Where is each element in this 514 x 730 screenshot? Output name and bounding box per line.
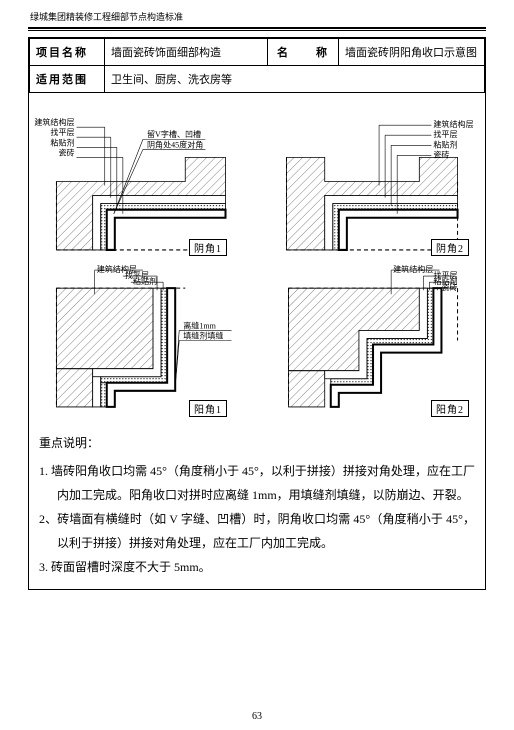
cell-name-label: 名 称 xyxy=(268,39,339,66)
table-row: 项目名称 墙面瓷砖饰面细部构造 名 称 墙面瓷砖阴阳角收口示意图 xyxy=(30,39,485,66)
svg-text:建筑结构层: 建筑结构层 xyxy=(433,119,473,129)
cell-name-value: 墙面瓷砖阴阳角收口示意图 xyxy=(339,39,485,66)
svg-text:离缝1mm: 离缝1mm xyxy=(183,320,216,330)
svg-text:粘贴剂: 粘贴剂 xyxy=(133,276,157,286)
svg-text:瓷砖: 瓷砖 xyxy=(58,147,74,157)
cell-scope-value: 卫生间、厨房、洗衣房等 xyxy=(105,66,485,93)
doc-header: 绿城集团精装修工程细部节点构造标准 xyxy=(0,0,514,25)
fig-yin2: 建筑结构层 找平层 粘贴剂 瓷砖 阴角2 xyxy=(257,99,481,260)
fig-yang1: 建筑结构层 找平层 粘贴剂 离缝1mm 填缝剂填缝 阳角1 xyxy=(33,260,257,421)
svg-text:留V字槽、凹槽: 留V字槽、凹槽 xyxy=(147,129,201,139)
info-table: 项目名称 墙面瓷砖饰面细部构造 名 称 墙面瓷砖阴阳角收口示意图 适用范围 卫生… xyxy=(29,38,485,93)
fig-tag: 阴角1 xyxy=(189,239,227,256)
cell-scope-label: 适用范围 xyxy=(30,66,105,93)
figure-area: 建筑结构层 找平层 粘贴剂 瓷砖 留V字槽、凹槽 阴角处45度对角 阴角1 xyxy=(29,93,485,423)
note-item: 1. 墙砖阳角收口均需 45°（角度稍小于 45°，以利于拼接）拼接对角处理，应… xyxy=(57,459,475,507)
svg-text:找平层: 找平层 xyxy=(433,129,457,139)
svg-text:阴角处45度对角: 阴角处45度对角 xyxy=(147,139,203,149)
fig-tag: 阴角2 xyxy=(431,239,469,256)
fig-tag: 阳角2 xyxy=(431,400,469,417)
cell-project-label: 项目名称 xyxy=(30,39,105,66)
svg-text:填缝剂填缝: 填缝剂填缝 xyxy=(183,330,223,340)
svg-text:建筑结构层: 建筑结构层 xyxy=(393,264,433,274)
cell-project-value: 墙面瓷砖饰面细部构造 xyxy=(105,39,268,66)
rule-thick xyxy=(28,27,486,29)
page-number: 63 xyxy=(0,711,514,722)
table-row: 适用范围 卫生间、厨房、洗衣房等 xyxy=(30,66,485,93)
content-frame: 项目名称 墙面瓷砖饰面细部构造 名 称 墙面瓷砖阴阳角收口示意图 适用范围 卫生… xyxy=(28,37,486,590)
svg-text:瓷砖: 瓷砖 xyxy=(441,282,457,292)
fig-yang2: 建筑结构层 找平层 粘贴剂 瓷砖 阳角2 xyxy=(257,260,481,421)
rule-thin xyxy=(28,30,486,31)
fig-yin1: 建筑结构层 找平层 粘贴剂 瓷砖 留V字槽、凹槽 阴角处45度对角 阴角1 xyxy=(33,99,257,260)
notes-title: 重点说明： xyxy=(39,431,475,455)
svg-text:粘贴剂: 粘贴剂 xyxy=(50,137,74,147)
note-item: 3. 砖面留槽时深度不大于 5mm。 xyxy=(57,555,475,579)
svg-text:找平层: 找平层 xyxy=(50,127,74,137)
notes-section: 重点说明： 1. 墙砖阳角收口均需 45°（角度稍小于 45°，以利于拼接）拼接… xyxy=(29,423,485,589)
fig-tag: 阳角1 xyxy=(189,400,227,417)
svg-text:粘贴剂: 粘贴剂 xyxy=(433,139,457,149)
svg-text:瓷砖: 瓷砖 xyxy=(433,149,449,159)
note-item: 2、砖墙面有横缝时（如 V 字缝、凹槽）时，阴角收口均需 45°（角度稍小于 4… xyxy=(57,507,475,555)
svg-text:建筑结构层: 建筑结构层 xyxy=(34,117,74,127)
